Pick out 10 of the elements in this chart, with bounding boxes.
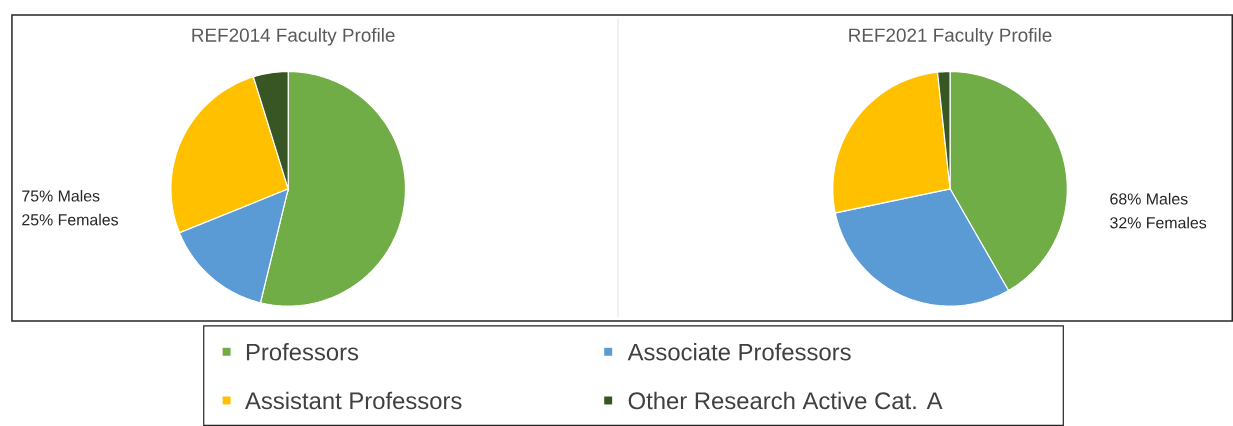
legend-label: Associate Professors (627, 342, 851, 361)
legend-label: Assistant Professors (245, 391, 462, 410)
chart-title: REF2014 Faculty Profile (192, 27, 395, 46)
text: 32% Females (1110, 216, 1207, 229)
text: 75% Males (22, 189, 100, 202)
chart-title: REF2021 Faculty Profile (849, 27, 1052, 46)
legend-label: Professors (246, 342, 359, 361)
text: 68% Males (1110, 192, 1188, 205)
text: 25% Females (22, 213, 119, 226)
legend-label: Other Research Active Cat. A (628, 391, 943, 410)
